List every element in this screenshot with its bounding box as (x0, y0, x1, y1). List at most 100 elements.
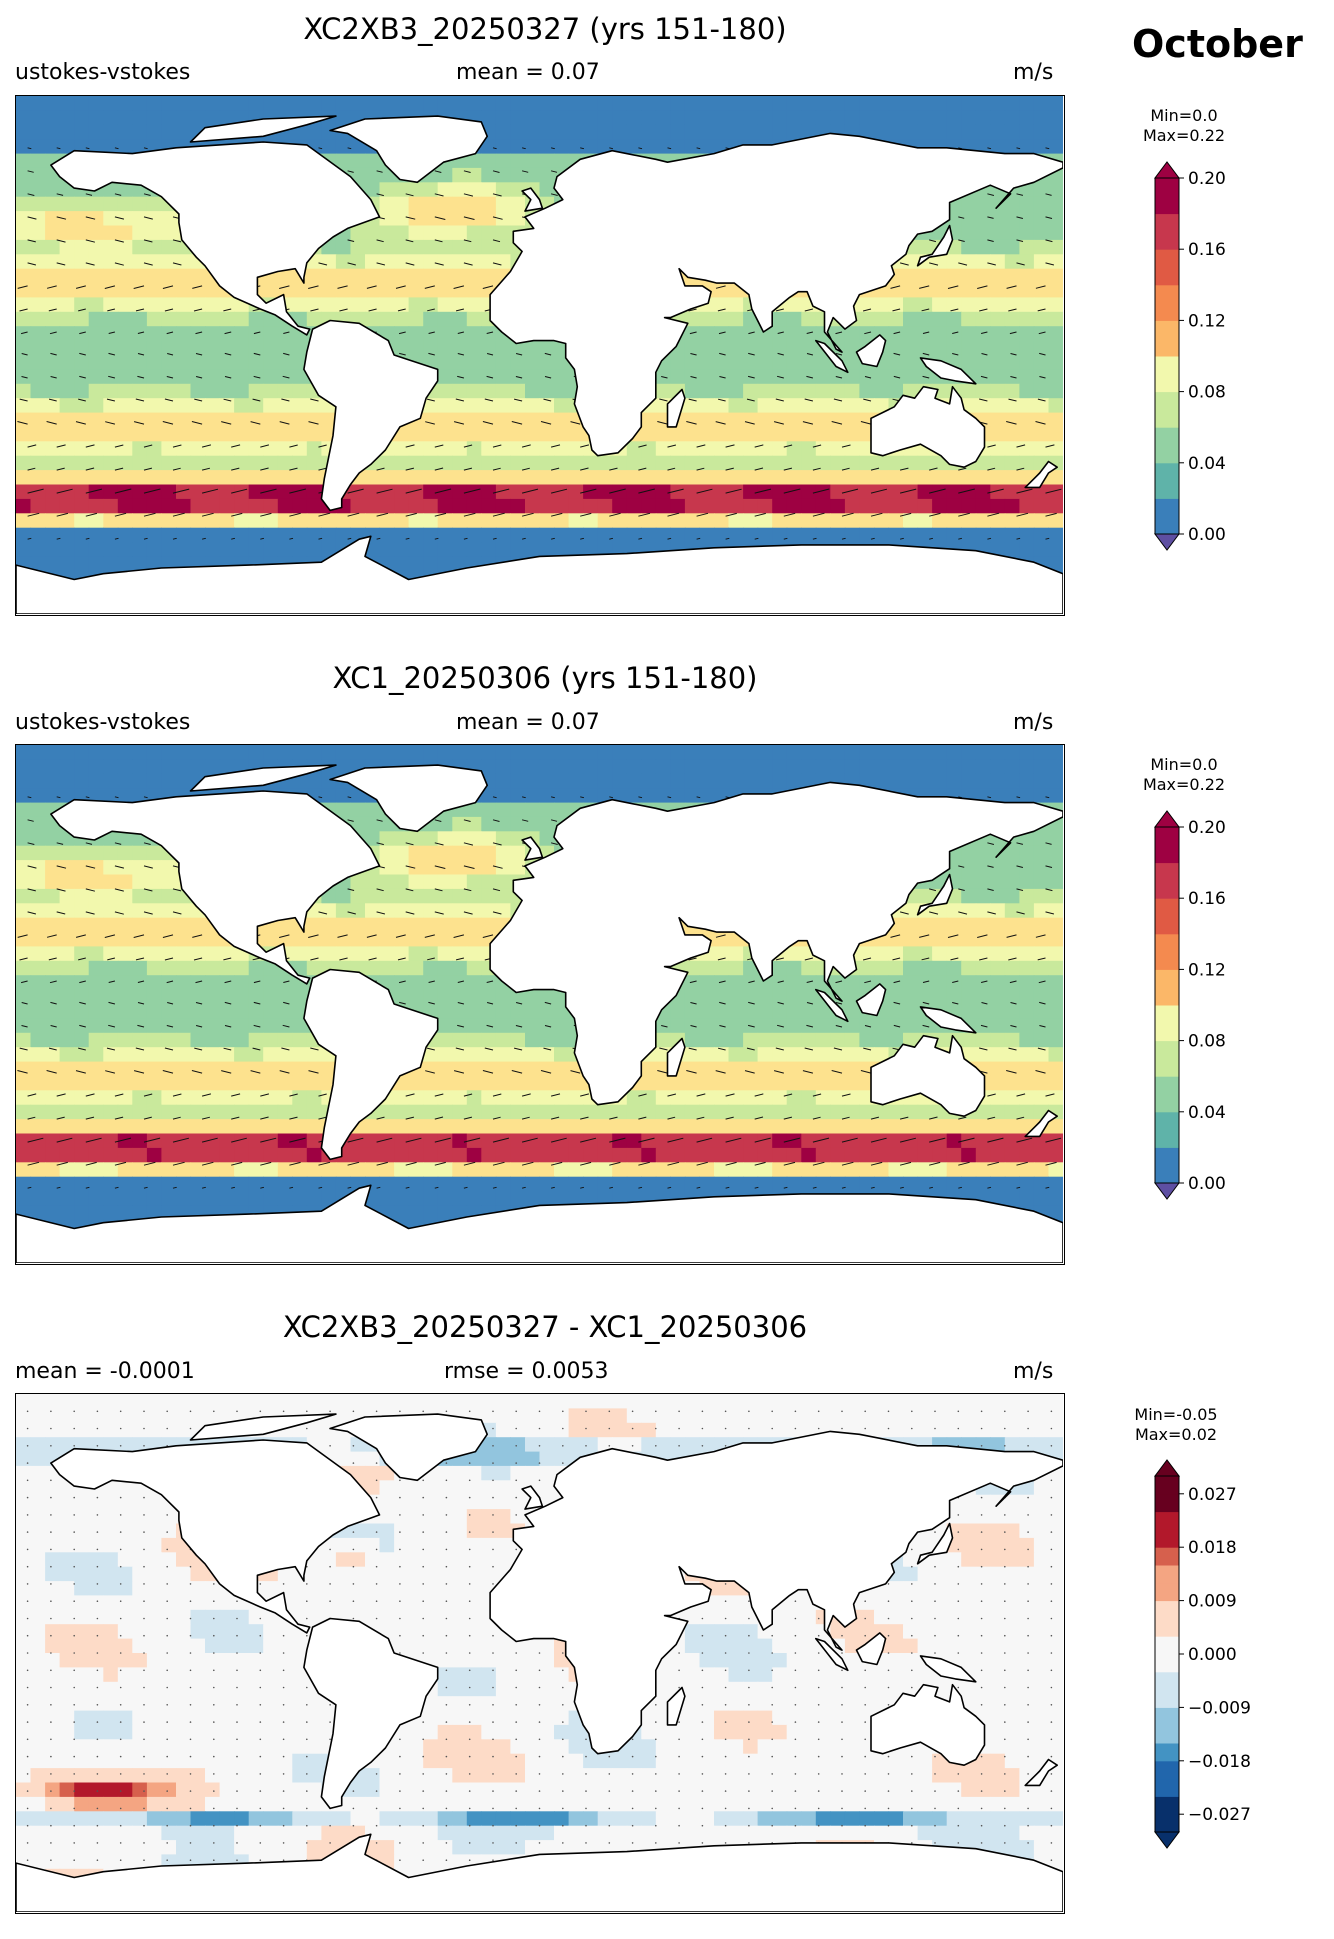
vector-arrow (754, 444, 764, 448)
field-cell (495, 412, 511, 428)
field-cell (772, 470, 788, 486)
field-cell (990, 773, 1006, 789)
vector-arrow (19, 308, 28, 312)
field-cell (525, 470, 541, 486)
field-cell (525, 139, 541, 155)
field-cell (510, 1061, 526, 1077)
field-cell (1033, 196, 1049, 212)
field-cell (699, 745, 715, 760)
field-cell (117, 788, 133, 804)
field-cell (990, 196, 1006, 212)
field-cell (466, 398, 482, 414)
field-cell (423, 1075, 439, 1091)
field-cell (641, 441, 657, 457)
field-cell (975, 917, 991, 933)
field-cell (117, 326, 133, 342)
field-cell (117, 498, 133, 514)
field-cell (30, 340, 46, 356)
colorbar-min-extend (1154, 533, 1180, 551)
field-cell (45, 124, 61, 140)
field-cell (365, 153, 381, 169)
field-cell (306, 498, 322, 514)
field-cell (786, 759, 802, 775)
field-cell (452, 1061, 468, 1077)
field-cell (30, 426, 46, 442)
field-cell (248, 513, 264, 529)
field-cell (539, 167, 555, 183)
field-cell (961, 917, 977, 933)
field-cell (161, 211, 177, 227)
field-cell (1004, 398, 1020, 414)
vector-arrow (696, 488, 713, 494)
field-cell (975, 773, 991, 789)
field-cell (132, 932, 148, 948)
vector-arrow (27, 467, 36, 471)
vector-arrow (405, 512, 417, 517)
field-cell (59, 946, 75, 962)
field-cell (306, 470, 322, 486)
panel-1-colorbar: 0.000.040.080.120.160.20 (1154, 161, 1226, 551)
field-cell (205, 441, 221, 457)
field-cell (815, 759, 831, 775)
field-cell (190, 1061, 206, 1077)
panel-2-mean: mean = 0.07 (456, 710, 600, 735)
field-cell (59, 96, 75, 111)
vector-arrow (550, 512, 563, 517)
field-cell (248, 412, 264, 428)
field-cell (176, 383, 192, 399)
field-cell (234, 527, 250, 543)
field-cell (903, 745, 919, 760)
field-cell (786, 398, 802, 414)
field-cell (1019, 96, 1035, 111)
field-cell (161, 960, 177, 976)
field-cell (495, 989, 511, 1005)
field-cell (132, 773, 148, 789)
field-cell (466, 989, 482, 1005)
field-cell (437, 355, 453, 370)
field-cell (379, 917, 395, 933)
field-cell (74, 484, 90, 500)
vector-arrow (143, 444, 153, 448)
field-cell (583, 773, 599, 789)
field-cell (16, 1075, 32, 1091)
field-cell (103, 383, 119, 399)
field-cell (45, 542, 61, 558)
field-cell (146, 513, 162, 529)
vector-arrow (133, 285, 145, 289)
field-cell (263, 513, 279, 529)
vector-arrow (405, 216, 416, 220)
field-cell (961, 975, 977, 991)
field-cell (59, 412, 75, 428)
coastline-sumatra (815, 339, 849, 374)
field-cell (539, 1075, 555, 1091)
field-cell (903, 498, 919, 514)
field-cell (117, 254, 133, 270)
field-cell (684, 139, 700, 155)
field-cell (45, 845, 61, 861)
field-cell (539, 96, 555, 111)
field-cell (844, 455, 860, 471)
field-cell (597, 788, 613, 804)
field-cell (176, 1061, 192, 1077)
field-cell (815, 1061, 831, 1077)
field-cell (859, 455, 875, 471)
field-cell (583, 513, 599, 529)
field-cell (30, 1004, 46, 1019)
field-cell (234, 96, 250, 111)
field-cell (277, 383, 293, 399)
field-cell (481, 268, 497, 284)
field-cell (684, 96, 700, 111)
field-cell (234, 412, 250, 428)
field-cell (45, 96, 61, 111)
field-cell (146, 498, 162, 514)
field-cell (728, 960, 744, 976)
vector-arrow (337, 285, 348, 289)
field-cell (1033, 745, 1049, 760)
field-cell (394, 470, 410, 486)
vector-arrow (279, 421, 290, 425)
colorbar-segment (1155, 462, 1179, 499)
field-cell (815, 470, 831, 486)
field-cell (1048, 932, 1063, 948)
field-cell (45, 225, 61, 241)
field-cell (888, 745, 904, 760)
